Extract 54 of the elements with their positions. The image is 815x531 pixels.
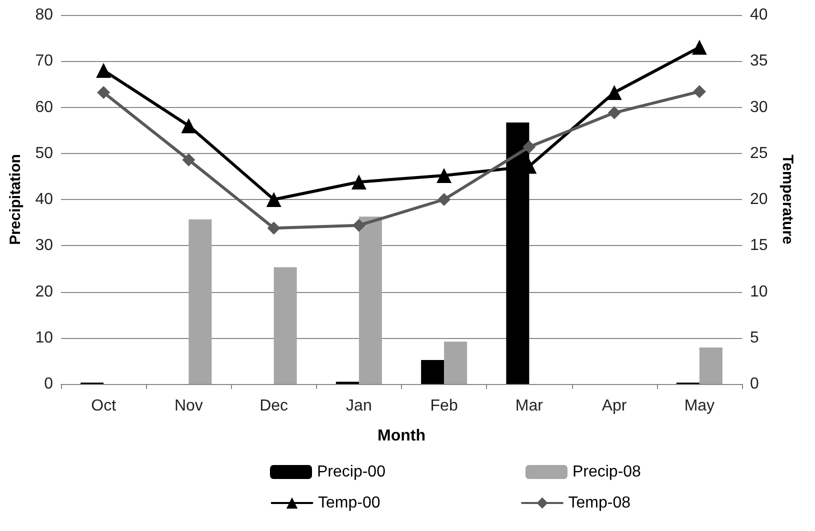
- point: [692, 40, 707, 55]
- point: [606, 84, 622, 100]
- x-tick-label: Feb: [430, 398, 458, 414]
- y-tick-label: 30: [35, 237, 54, 254]
- y-tick-label: 50: [35, 144, 54, 162]
- y2-tick-label: 0: [750, 376, 759, 392]
- point: [352, 218, 366, 232]
- y2-tick-label: 25: [750, 144, 768, 162]
- y2-tick-label: 20: [750, 191, 768, 208]
- x-tick-label: May: [684, 398, 715, 414]
- bar: [444, 342, 468, 384]
- point: [351, 174, 366, 190]
- y-tick-label: 80: [35, 6, 54, 24]
- y-tick-label: 20: [35, 283, 54, 300]
- y2-tick-label: 5: [750, 329, 759, 346]
- x-tick-label: Dec: [260, 398, 288, 414]
- y2-tick-label: 10: [750, 283, 768, 300]
- y-tick-label: 0: [44, 376, 54, 392]
- y2-tick-label: 35: [750, 52, 768, 70]
- point: [522, 140, 536, 154]
- y2-tick-label: 40: [750, 6, 768, 24]
- y-tick-label: 60: [35, 98, 54, 116]
- bar: [421, 360, 444, 384]
- point: [438, 193, 451, 206]
- point: [692, 85, 706, 98]
- point: [182, 153, 196, 166]
- point: [266, 192, 282, 207]
- y-tick-label: 40: [35, 191, 54, 208]
- point: [267, 222, 280, 235]
- legend-label: Precip-00: [317, 464, 386, 480]
- bar: [699, 348, 722, 384]
- y-tick-label: 70: [35, 52, 54, 70]
- x-tick-label: Jan: [346, 398, 372, 414]
- legend-label: Temp-08: [568, 494, 631, 512]
- x-axis-title: Month: [378, 428, 426, 444]
- y2-tick-label: 30: [750, 98, 768, 116]
- legend-label: Temp-00: [318, 494, 380, 512]
- y2-axis-title: Temperature: [779, 154, 796, 244]
- x-tick-label: Oct: [91, 398, 117, 414]
- bar: [358, 216, 382, 384]
- x-tick-label: Apr: [602, 398, 628, 414]
- x-tick-label: Nov: [174, 398, 203, 414]
- y-axis-title: Precipitation: [7, 154, 24, 245]
- point: [96, 62, 112, 78]
- bar: [274, 267, 297, 384]
- bar: [188, 219, 212, 384]
- legend-label: Precip-08: [572, 464, 642, 480]
- y2-tick-label: 15: [750, 237, 768, 254]
- y-tick-label: 10: [35, 329, 54, 346]
- x-tick-label: Mar: [515, 398, 544, 414]
- point: [436, 168, 452, 184]
- point: [181, 118, 196, 134]
- point: [608, 106, 621, 120]
- point: [97, 86, 110, 99]
